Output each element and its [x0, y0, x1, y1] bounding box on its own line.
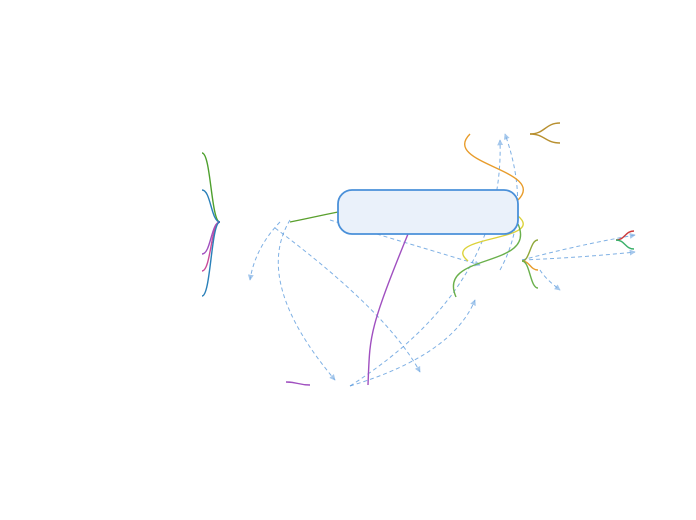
branch: [368, 234, 408, 385]
relation-link: [540, 270, 560, 290]
sub-branch: [286, 382, 310, 385]
relation-link: [350, 140, 500, 386]
sub-branch: [202, 153, 220, 222]
branch: [453, 224, 520, 297]
sub-branch: [202, 190, 220, 222]
relation-link: [522, 235, 635, 260]
relation-link: [278, 220, 335, 380]
sub-branch: [530, 134, 560, 143]
sub-branch: [202, 222, 220, 296]
relation-link: [250, 222, 280, 280]
sub-branch: [616, 240, 634, 249]
sub-branch: [530, 123, 560, 134]
center-node[interactable]: [338, 190, 518, 234]
